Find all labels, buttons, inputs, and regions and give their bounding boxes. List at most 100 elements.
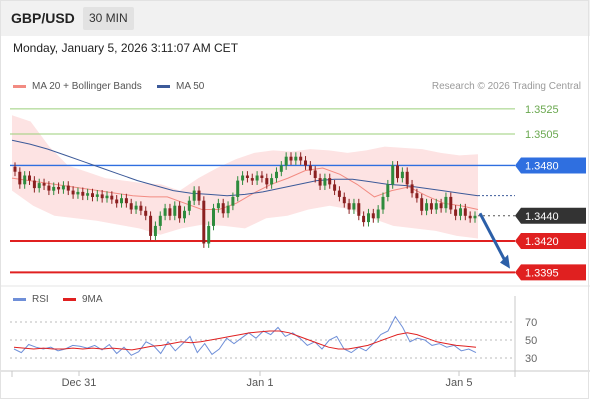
candle [231,192,235,211]
candle-body [66,185,70,191]
candle [439,198,443,213]
level-tag-text-1.3395: 1.3395 [525,267,559,279]
candle-body [226,205,230,214]
candle-body [158,215,162,226]
candle-body [284,156,288,166]
candle [32,176,36,193]
candle [52,182,56,196]
candle-body [241,175,245,181]
candle-body [212,208,215,226]
candle [415,188,419,203]
candle [241,171,245,185]
candle [371,208,375,223]
candle [391,161,395,189]
candle-body [376,209,380,219]
candle-body [187,200,191,211]
header-bar: GBP/USD 30 MIN [0,0,590,36]
timestamp: Monday, January 5, 2026 3:11:07 AM CET [13,41,239,55]
candle-body [168,208,172,216]
candle-body [405,171,409,185]
candle-body [221,203,225,214]
candle [459,203,462,221]
candle [183,206,186,223]
rsi-line [13,315,477,356]
ma50-label: MA 50 [176,81,205,92]
candle-body [468,215,472,219]
candle [236,176,240,202]
candle-body [313,170,317,178]
candle-body [149,215,153,236]
candle [400,167,404,183]
candle-body [57,186,61,190]
legend-rsi-ma: 9MA [63,294,103,305]
candle-body [362,215,366,223]
candle-body [197,190,201,201]
candle [352,198,356,214]
level-tag-1.3440 [515,207,586,224]
candle-body [86,193,90,196]
candle-body [95,194,99,197]
candle-body [367,213,370,223]
candle-body [459,208,462,216]
candle [95,190,99,202]
candle [299,152,303,165]
level-tag-text-1.3440: 1.3440 [525,211,559,223]
rsi-ma-label: 9MA [82,294,103,305]
timeframe-button[interactable]: 30 MIN [83,7,134,30]
candle [265,173,269,189]
ma50-line [11,139,479,197]
candle-body [420,198,424,211]
candle-body [76,191,80,195]
candle-body [105,195,109,199]
candle [66,181,70,196]
candle [71,186,75,199]
candle [37,178,41,193]
candle-body [18,171,22,185]
candle-body [13,166,17,172]
candle [226,201,230,218]
candle [463,203,467,221]
candle [260,171,264,183]
candle-body [371,213,375,219]
candle [124,193,128,208]
candle [308,161,312,175]
candle-body [207,225,211,244]
currency-pair-title: GBP/USD [11,10,75,26]
rsi-tick-label-70: 70 [525,317,537,329]
candle-body [400,171,404,179]
candle-body [144,210,148,216]
rsi-ma-line [13,330,477,351]
candle-body [304,160,307,166]
candle-body [410,184,414,194]
ma20-swatch [13,85,26,88]
candle [134,201,138,214]
candle [216,198,220,213]
level-label-1.3525: 1.3525 [525,104,559,116]
candle-body [32,180,36,189]
candle-body [134,205,138,210]
candle-body [294,156,298,161]
candle [149,211,153,241]
candle-body [28,175,31,181]
candle-body [342,196,346,204]
candle [468,211,472,223]
candle-body [124,198,128,204]
bollinger-band-fill [12,115,478,239]
candle-body [192,190,196,201]
candle [362,211,366,227]
candle [197,186,201,206]
candle [168,203,172,221]
candle-body [463,208,467,216]
rsi-label: RSI [32,294,49,305]
candle-body [308,165,312,171]
candle-body [357,203,361,216]
candle-body [454,209,458,216]
level-tag-1.3480 [515,157,586,174]
candle-body [23,175,27,185]
candle-body [323,178,327,186]
candle [212,203,215,231]
candle [289,152,293,165]
candle-body [178,205,182,219]
candle [13,162,17,177]
